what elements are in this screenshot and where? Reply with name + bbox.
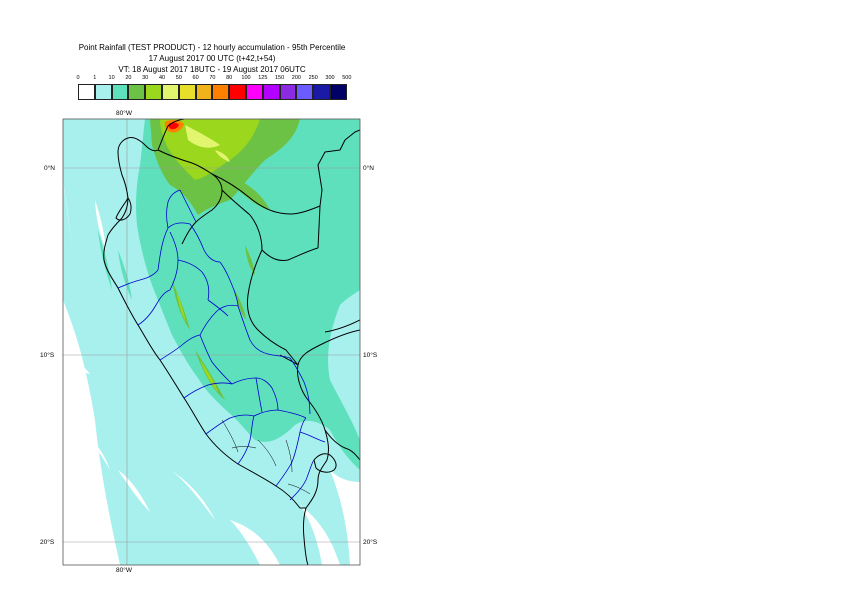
colorbar-tick-label: 50 [175,75,182,81]
colorbar-swatch [330,84,347,100]
colorbar-swatch [212,84,230,100]
rain-peak [164,119,184,133]
colorbar-tick-label: 125 [258,75,268,81]
colorbar-tick-label: 250 [308,75,318,81]
colorbar-tick-label: 80 [226,75,233,81]
map-title: Point Rainfall (TEST PRODUCT) - 12 hourl… [78,43,346,52]
colorbar-swatch [145,84,162,100]
colorbar-swatch [178,84,196,100]
colorbar-tick-label: 0 [76,75,80,81]
colorbar-swatch [313,84,330,100]
colorbar-tick-label: 70 [209,75,216,81]
province-lines [221,419,311,495]
lat-label-right-0: 0°N [363,165,374,172]
run-time: 17 August 2017 00 UTC (t+42,t+54) [148,54,276,63]
lat-label-left-20s: 20°S [40,539,55,546]
colorbar-tick-label: 100 [241,75,251,81]
lat-label-left-10s: 10°S [40,352,55,359]
colorbar-swatch [195,84,213,100]
colorbar-swatch [279,84,297,100]
colorbar-swatch [78,84,95,100]
colorbar-swatch [262,84,280,100]
dry-areas [63,180,360,565]
colorbar-tick-label: 150 [275,75,285,81]
rain-40-50 [185,125,230,162]
colorbar-swatch [111,84,129,100]
colorbar-swatch [296,84,314,100]
colorbar-tick-label: 10 [108,75,115,81]
lon-label-bottom: 80°W [116,567,132,574]
colorbar-tick-label: 60 [192,75,199,81]
colorbar-tick-label: 30 [142,75,149,81]
colorbar-tick-label: 20 [125,75,132,81]
colorbar-swatch [94,84,112,100]
coastline [103,119,360,565]
colorbar-tick-label: 200 [291,75,301,81]
map-frame [62,118,361,566]
lon-label-top: 80°W [116,110,132,117]
colorbar-swatch [246,84,263,100]
lat-label-left-0: 0°N [44,165,55,172]
regional-boundaries [117,189,326,501]
lat-label-right-20s: 20°S [363,539,378,546]
colorbar-tick-label: 1 [93,75,97,81]
lat-label-right-10s: 10°S [363,352,378,359]
colorbar-swatch [229,84,246,100]
colorbar-tick-label: 500 [342,75,352,81]
validity-time: VT: 18 August 2017 18UTC - 19 August 201… [118,65,306,74]
colorbar-swatch [162,84,179,100]
colorbar-tick-label: 300 [325,75,335,81]
colorbar-tick-label: 40 [158,75,166,81]
colorbar-swatch [128,84,146,100]
